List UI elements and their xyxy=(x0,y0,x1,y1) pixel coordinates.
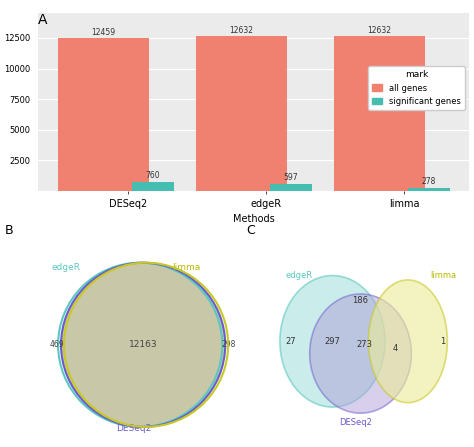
Circle shape xyxy=(61,263,225,427)
Text: 27: 27 xyxy=(285,337,296,346)
Bar xyxy=(408,188,450,191)
Text: C: C xyxy=(246,224,255,236)
Text: 4: 4 xyxy=(393,344,398,353)
Text: A: A xyxy=(38,13,47,27)
Text: 760: 760 xyxy=(146,171,160,180)
Ellipse shape xyxy=(368,280,447,403)
Text: 12163: 12163 xyxy=(129,340,157,349)
Text: 469: 469 xyxy=(50,340,64,349)
Bar xyxy=(132,182,173,191)
Text: 12459: 12459 xyxy=(91,28,115,37)
Text: DESeq2: DESeq2 xyxy=(339,418,372,427)
Text: limma: limma xyxy=(431,271,457,280)
Text: 12632: 12632 xyxy=(367,26,391,35)
Text: 278: 278 xyxy=(422,177,436,186)
Text: edgeR: edgeR xyxy=(285,271,312,280)
Legend: all genes, significant genes: all genes, significant genes xyxy=(368,66,465,110)
Text: 297: 297 xyxy=(325,337,340,346)
Ellipse shape xyxy=(280,275,385,407)
Bar xyxy=(334,36,425,191)
Bar xyxy=(196,36,287,191)
Text: limma: limma xyxy=(173,263,201,272)
X-axis label: Methods: Methods xyxy=(233,214,274,224)
Text: edgeR: edgeR xyxy=(51,263,80,272)
Text: 597: 597 xyxy=(283,173,298,182)
Text: 186: 186 xyxy=(353,296,369,305)
Text: 298: 298 xyxy=(222,340,237,349)
Bar xyxy=(270,184,311,191)
Text: 1: 1 xyxy=(440,337,446,346)
Text: 273: 273 xyxy=(356,340,372,349)
Ellipse shape xyxy=(310,294,411,413)
Bar xyxy=(57,38,149,191)
Text: B: B xyxy=(5,224,13,236)
Text: 12632: 12632 xyxy=(229,26,253,35)
Text: DESeq2: DESeq2 xyxy=(116,424,151,433)
